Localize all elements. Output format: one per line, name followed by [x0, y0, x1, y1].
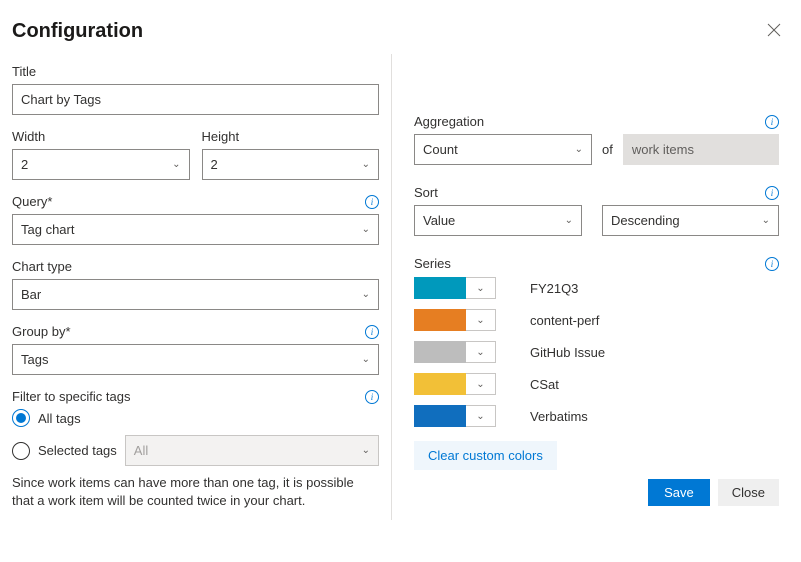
color-swatch[interactable]: [414, 373, 466, 395]
chevron-down-icon: ⌄: [476, 411, 484, 422]
group-by-label: Group by*: [12, 324, 71, 339]
sort-direction-select[interactable]: Descending ⌄: [602, 205, 779, 236]
chevron-down-icon: ⌄: [575, 144, 583, 155]
color-picker-dropdown[interactable]: ⌄: [466, 341, 496, 363]
height-label: Height: [202, 129, 380, 144]
info-icon[interactable]: i: [765, 257, 779, 271]
query-label: Query*: [12, 194, 52, 209]
query-value: Tag chart: [21, 222, 74, 237]
info-icon[interactable]: i: [365, 390, 379, 404]
color-picker-dropdown[interactable]: ⌄: [466, 373, 496, 395]
series-item: ⌄ GitHub Issue: [414, 341, 779, 363]
aggregation-target: work items: [623, 134, 779, 165]
chevron-down-icon: ⌄: [362, 159, 370, 170]
chevron-down-icon: ⌄: [362, 445, 370, 456]
save-button[interactable]: Save: [648, 479, 710, 506]
panel-title: Configuration: [12, 20, 143, 43]
aggregation-of-label: of: [602, 142, 613, 157]
close-icon[interactable]: [759, 18, 789, 44]
sort-by-value: Value: [423, 213, 455, 228]
radio-selected-tags[interactable]: [12, 442, 30, 460]
series-label: Series: [414, 256, 451, 271]
chart-type-value: Bar: [21, 287, 41, 302]
color-picker-dropdown[interactable]: ⌄: [466, 309, 496, 331]
series-item: ⌄ content-perf: [414, 309, 779, 331]
sort-label: Sort: [414, 185, 438, 200]
group-by-select[interactable]: Tags ⌄: [12, 344, 379, 375]
width-label: Width: [12, 129, 190, 144]
series-item: ⌄ CSat: [414, 373, 779, 395]
chevron-down-icon: ⌄: [362, 224, 370, 235]
series-item: ⌄ FY21Q3: [414, 277, 779, 299]
series-label: FY21Q3: [530, 281, 578, 296]
chevron-down-icon: ⌄: [362, 289, 370, 300]
help-text: Since work items can have more than one …: [12, 474, 379, 510]
series-label: content-perf: [530, 313, 599, 328]
chevron-down-icon: ⌄: [476, 379, 484, 390]
radio-all-tags[interactable]: [12, 409, 30, 427]
aggregation-select[interactable]: Count ⌄: [414, 134, 592, 165]
chevron-down-icon: ⌄: [476, 347, 484, 358]
query-select[interactable]: Tag chart ⌄: [12, 214, 379, 245]
info-icon[interactable]: i: [765, 186, 779, 200]
color-swatch[interactable]: [414, 309, 466, 331]
height-select[interactable]: 2 ⌄: [202, 149, 380, 180]
chevron-down-icon: ⌄: [565, 215, 573, 226]
chevron-down-icon: ⌄: [476, 283, 484, 294]
chevron-down-icon: ⌄: [172, 159, 180, 170]
sort-by-select[interactable]: Value ⌄: [414, 205, 582, 236]
aggregation-label: Aggregation: [414, 114, 484, 129]
series-label: CSat: [530, 377, 559, 392]
color-picker-dropdown[interactable]: ⌄: [466, 405, 496, 427]
radio-selected-label: Selected tags: [38, 443, 117, 458]
clear-custom-colors-button[interactable]: Clear custom colors: [414, 441, 557, 470]
selected-tags-value: All: [134, 443, 148, 458]
close-button[interactable]: Close: [718, 479, 779, 506]
chevron-down-icon: ⌄: [762, 215, 770, 226]
title-label: Title: [12, 64, 379, 79]
radio-all-label: All tags: [38, 411, 81, 426]
info-icon[interactable]: i: [365, 325, 379, 339]
color-picker-dropdown[interactable]: ⌄: [466, 277, 496, 299]
filter-label: Filter to specific tags: [12, 389, 131, 404]
series-item: ⌄ Verbatims: [414, 405, 779, 427]
series-label: GitHub Issue: [530, 345, 605, 360]
height-value: 2: [211, 157, 218, 172]
color-swatch[interactable]: [414, 277, 466, 299]
width-select[interactable]: 2 ⌄: [12, 149, 190, 180]
series-label: Verbatims: [530, 409, 588, 424]
aggregation-target-value: work items: [632, 142, 694, 157]
aggregation-value: Count: [423, 142, 458, 157]
chevron-down-icon: ⌄: [362, 354, 370, 365]
color-swatch[interactable]: [414, 341, 466, 363]
selected-tags-select: All ⌄: [125, 435, 379, 466]
title-input[interactable]: [12, 84, 379, 115]
chevron-down-icon: ⌄: [476, 315, 484, 326]
chart-type-select[interactable]: Bar ⌄: [12, 279, 379, 310]
width-value: 2: [21, 157, 28, 172]
group-by-value: Tags: [21, 352, 48, 367]
info-icon[interactable]: i: [765, 115, 779, 129]
color-swatch[interactable]: [414, 405, 466, 427]
sort-direction-value: Descending: [611, 213, 680, 228]
info-icon[interactable]: i: [365, 195, 379, 209]
chart-type-label: Chart type: [12, 259, 379, 274]
